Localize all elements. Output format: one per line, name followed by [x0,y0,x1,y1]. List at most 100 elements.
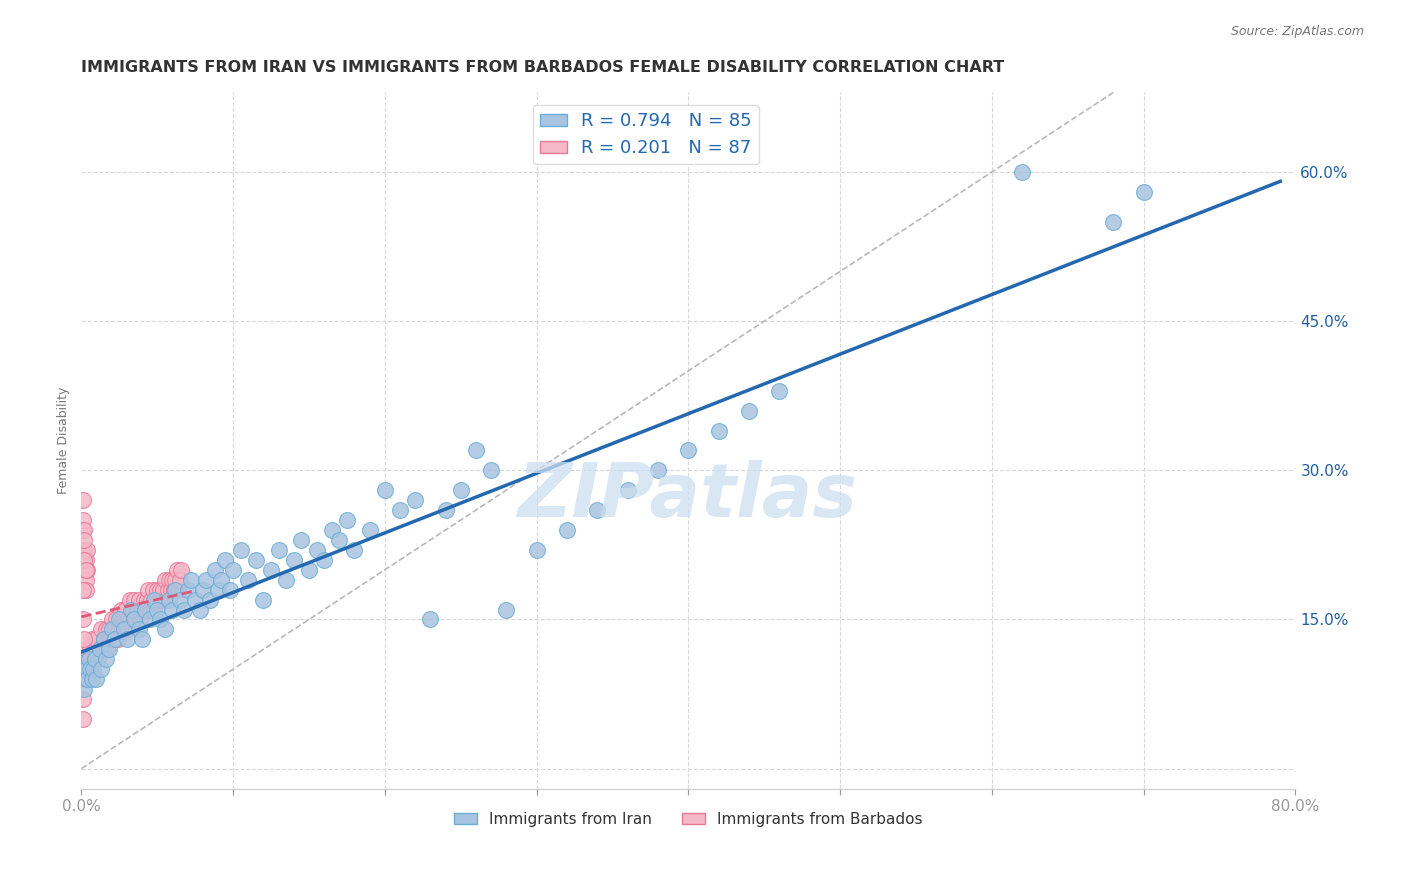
Point [75,553,97,567]
Point [73,682,96,697]
Point [77,652,100,666]
Point [204,563,226,577]
Point [1011,165,1033,179]
Point [127,602,149,616]
Point [298,563,321,577]
Point [526,542,548,557]
Point [84,642,107,657]
Point [72,523,94,537]
Point [156,582,179,597]
Point [153,623,176,637]
Point [139,592,162,607]
Point [75,662,97,676]
Point [118,592,141,607]
Point [153,573,176,587]
Point [72,493,94,508]
Point [150,592,173,607]
Point [110,602,132,616]
Point [100,612,122,626]
Point [114,602,136,616]
Point [145,592,167,607]
Point [149,612,172,626]
Point [124,612,146,626]
Point [76,662,98,676]
Point [132,592,155,607]
Point [479,463,502,477]
Point [131,602,153,616]
Point [276,573,298,587]
Point [76,542,98,557]
Point [131,632,153,647]
Point [142,582,165,597]
Point [104,623,127,637]
Point [112,623,135,637]
Point [188,602,211,616]
Point [191,582,214,597]
Point [72,582,94,597]
Point [79,642,101,657]
Point [134,602,156,616]
Point [207,582,229,597]
Point [707,424,730,438]
Point [305,542,328,557]
Point [146,582,169,597]
Point [267,542,290,557]
Point [101,632,124,647]
Point [112,612,135,626]
Point [260,563,283,577]
Point [107,632,129,647]
Point [419,612,441,626]
Point [73,553,96,567]
Point [219,582,242,597]
Point [80,672,103,686]
Point [290,533,312,547]
Point [82,652,104,666]
Point [283,553,305,567]
Point [72,692,94,706]
Point [89,642,111,657]
Point [173,602,195,616]
Text: Source: ZipAtlas.com: Source: ZipAtlas.com [1230,25,1364,38]
Point [94,652,117,666]
Point [76,563,98,577]
Point [162,573,184,587]
Point [75,642,97,657]
Point [160,582,183,597]
Point [129,612,152,626]
Point [91,642,114,657]
Point [321,523,343,537]
Point [115,623,138,637]
Point [84,652,107,666]
Point [389,503,412,517]
Point [82,662,104,676]
Point [122,602,145,616]
Point [72,672,94,686]
Point [328,533,350,547]
Point [200,592,222,607]
Point [586,503,609,517]
Point [80,632,103,647]
Point [108,623,131,637]
Point [87,652,110,666]
Point [647,463,669,477]
Point [138,602,160,616]
Point [314,553,336,567]
Point [77,652,100,666]
Text: ZIPatlas: ZIPatlas [519,459,859,533]
Point [115,632,138,647]
Point [165,582,187,597]
Point [180,573,202,587]
Point [616,483,638,498]
Point [143,602,166,616]
Point [86,672,108,686]
Point [72,712,94,726]
Point [374,483,396,498]
Point [72,542,94,557]
Point [238,573,260,587]
Point [738,403,761,417]
Point [108,612,131,626]
Point [434,503,457,517]
Point [148,592,170,607]
Point [90,662,112,676]
Point [135,592,157,607]
